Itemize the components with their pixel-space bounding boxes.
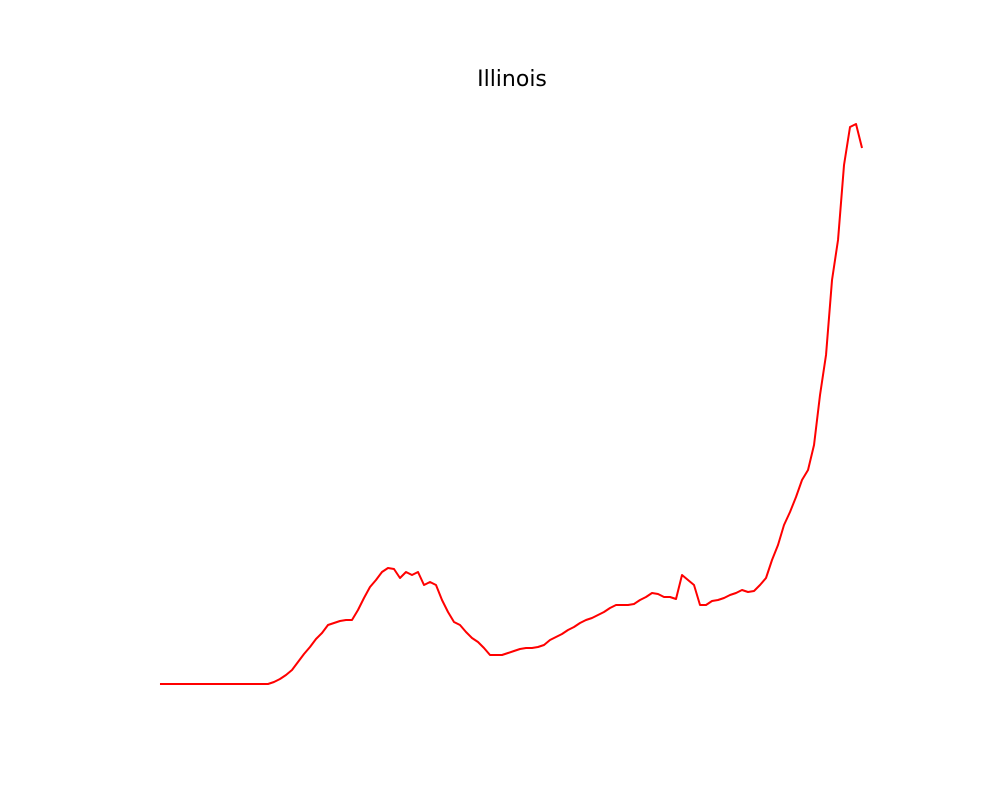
line xyxy=(159,123,863,685)
chart-title: Illinois xyxy=(477,67,547,92)
